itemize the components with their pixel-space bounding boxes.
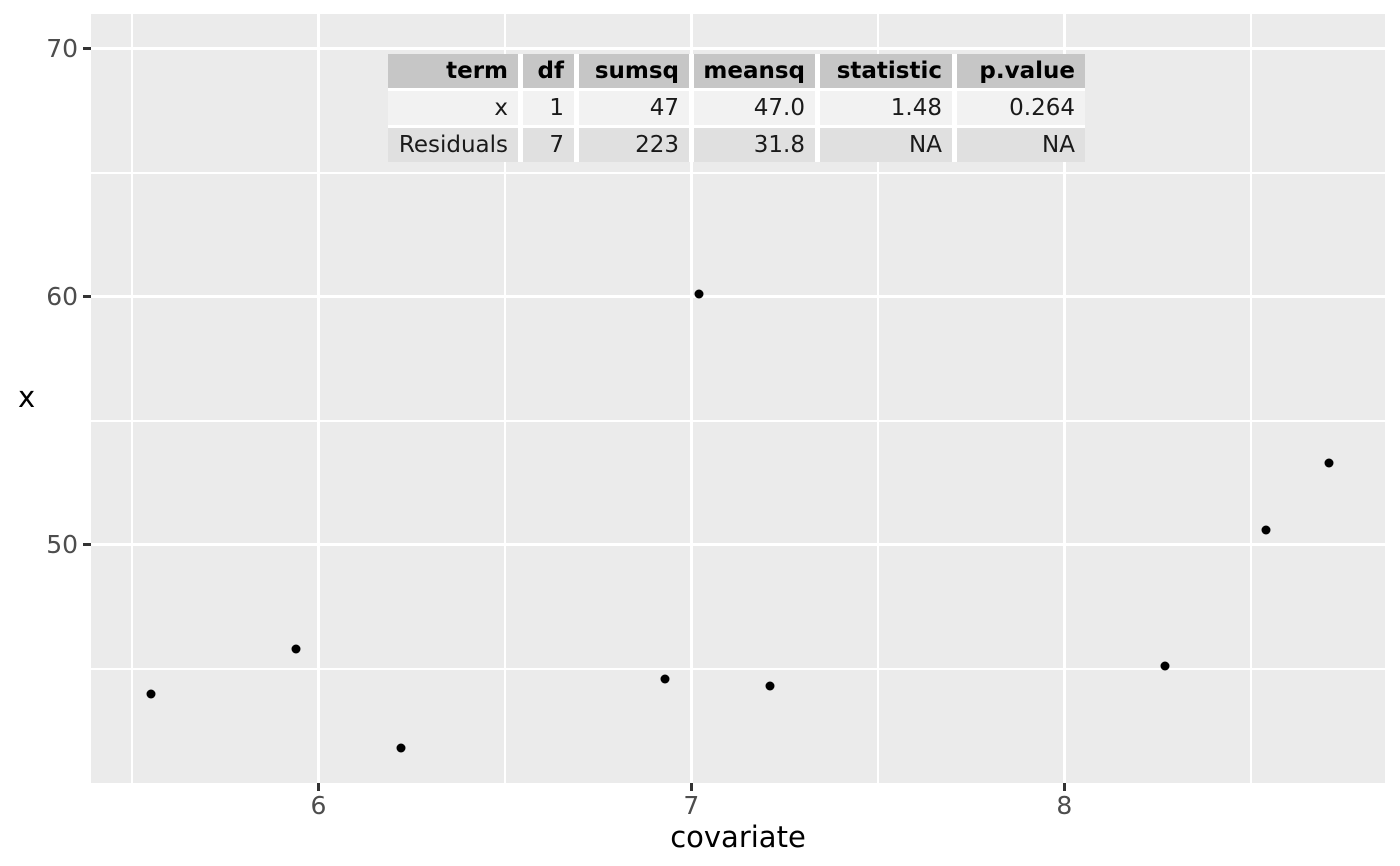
x-axis-tick-label: 8	[1056, 791, 1073, 820]
anova-header-cell: meansq	[694, 54, 815, 88]
data-point	[146, 689, 156, 699]
data-point	[1261, 525, 1271, 535]
y-major-gridline	[91, 47, 1385, 51]
data-point	[291, 644, 301, 654]
anova-cell: NA	[957, 128, 1085, 162]
plot-panel: term df sumsq meansq statistic p.value x 1 47 47.…	[91, 14, 1385, 783]
x-minor-gridline	[1249, 14, 1252, 783]
y-axis-tick-label: 70	[46, 33, 78, 63]
x-major-gridline	[1062, 14, 1066, 783]
data-point	[765, 681, 775, 691]
y-axis-tick-mark	[83, 295, 91, 299]
anova-cell: x	[388, 91, 518, 125]
data-point	[1160, 661, 1170, 671]
anova-cell: 1.48	[820, 91, 952, 125]
data-point	[694, 289, 704, 299]
y-minor-gridline	[91, 667, 1385, 670]
y-major-gridline	[91, 295, 1385, 299]
x-axis-tick-mark	[1062, 783, 1066, 791]
x-minor-gridline	[131, 14, 134, 783]
y-axis-tick-mark	[83, 47, 91, 51]
y-major-gridline	[91, 543, 1385, 547]
x-axis-tick-mark	[316, 783, 320, 791]
anova-cell: 223	[579, 128, 689, 162]
data-point	[660, 674, 670, 684]
anova-cell: 0.264	[957, 91, 1085, 125]
y-axis-tick-label: 60	[46, 281, 78, 311]
anova-header-cell: sumsq	[579, 54, 689, 88]
anova-cell: NA	[820, 128, 952, 162]
data-point	[396, 743, 406, 753]
x-axis-title: covariate	[670, 820, 806, 854]
y-axis-tick-label: 50	[46, 529, 78, 559]
anova-table: term df sumsq meansq statistic p.value x 1 47 47.…	[388, 54, 1085, 162]
anova-header-cell: p.value	[957, 54, 1085, 88]
x-minor-gridline	[876, 14, 879, 783]
x-axis-tick-mark	[689, 783, 693, 791]
data-point	[1324, 458, 1334, 468]
x-axis-tick-label: 7	[683, 791, 700, 820]
anova-header-cell: statistic	[820, 54, 952, 88]
anova-cell: Residuals	[388, 128, 518, 162]
y-minor-gridline	[91, 419, 1385, 422]
anova-header-cell: term	[388, 54, 518, 88]
x-major-gridline	[689, 14, 693, 783]
x-major-gridline	[316, 14, 320, 783]
anova-cell: 31.8	[694, 128, 815, 162]
y-minor-gridline	[91, 171, 1385, 174]
x-axis-tick-label: 6	[310, 791, 327, 820]
anova-cell: 47.0	[694, 91, 815, 125]
anova-cell: 47	[579, 91, 689, 125]
anova-cell: 7	[523, 128, 574, 162]
x-minor-gridline	[503, 14, 506, 783]
anova-cell: 1	[523, 91, 574, 125]
anova-header-cell: df	[523, 54, 574, 88]
y-axis-tick-mark	[83, 543, 91, 547]
y-axis-title: x	[18, 380, 36, 414]
